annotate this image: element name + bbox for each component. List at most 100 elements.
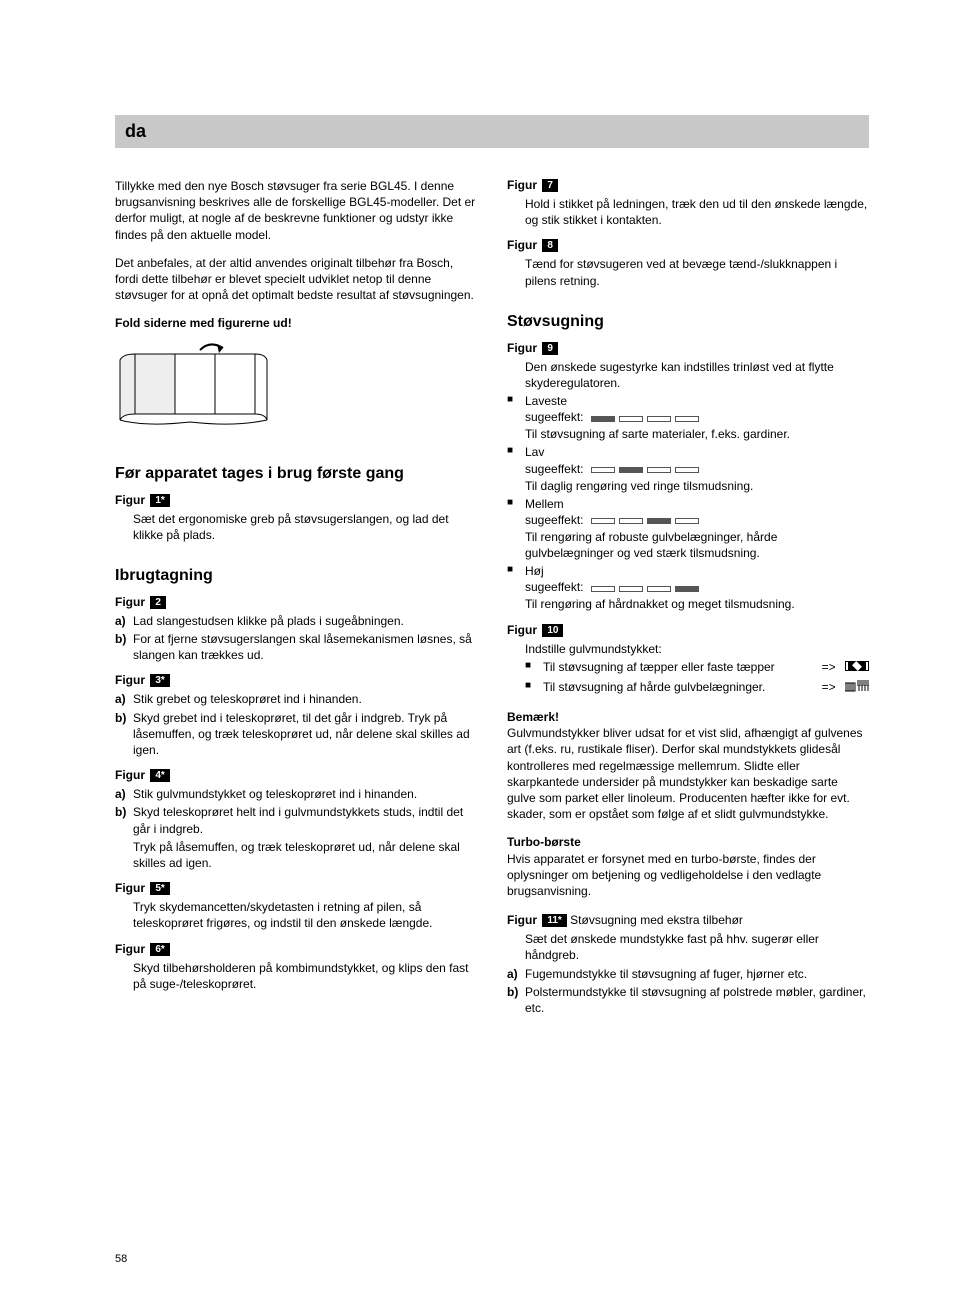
level-desc: Til støvsugning af sarte materialer, f.e… [525, 427, 790, 441]
floor-opt2-text: Til støvsugning af hårde gulvbelægninger… [543, 679, 804, 695]
fig11-b-text: Polstermundstykke til støvsugning af pol… [525, 984, 869, 1016]
label-b: b) [115, 710, 133, 759]
fig10-intro: Indstille gulvmundstykket: [507, 641, 869, 657]
figure-1-text: Sæt det ergonomiske greb på støvsugersla… [115, 511, 477, 543]
floor-opt2-symbol: => [804, 679, 869, 697]
figure-badge-8: 8 [542, 239, 558, 252]
carpet-nozzle-icon [845, 659, 869, 677]
suction-bar-2-icon [591, 461, 703, 477]
figure-6-label: Figur 6* [115, 942, 477, 956]
arrow-symbol: => [822, 660, 836, 674]
figure-9-label: Figur 9 [507, 341, 869, 355]
fig11-inline-text: Støvsugning med ekstra tilbehør [570, 913, 743, 927]
floor-option-hard: Til støvsugning af hårde gulvbelægninger… [525, 679, 869, 697]
fig2-item-b: b) For at fjerne støvsugerslangen skal l… [115, 631, 477, 663]
suge-label: sugeeffekt: [525, 513, 584, 527]
figure-10-label: Figur 10 [507, 623, 869, 637]
heading-first-use: Før apparatet tages i brug første gang [115, 465, 477, 483]
label-a: a) [115, 786, 133, 802]
figure-badge-3: 3* [150, 674, 169, 687]
fig2-b-text: For at fjerne støvsugerslangen skal låse… [133, 631, 477, 663]
fig3-item-b: b) Skyd grebet ind i teleskoprøret, til … [115, 710, 477, 759]
label-b: b) [115, 631, 133, 663]
figur-word: Figur [507, 341, 537, 355]
fig4-item-b: b) Skyd teleskoprøret helt ind i gulvmun… [115, 804, 477, 836]
right-column: Figur 7 Hold i stikket på ledningen, træ… [507, 178, 869, 1018]
figure-badge-1: 1* [150, 494, 169, 507]
turbo-brush-block: Turbo-børste Hvis apparatet er forsynet … [507, 834, 869, 899]
level-name: Høj [525, 564, 544, 578]
suction-level-high: Høj sugeeffekt: Til rengøring af hårdnak… [507, 563, 869, 612]
page-number: 58 [115, 1253, 127, 1265]
fig11-item-a: a) Fugemundstykke til støvsugning af fug… [507, 966, 869, 982]
intro-paragraph-1: Tillykke med den nye Bosch støvsuger fra… [115, 178, 477, 243]
figure-badge-5: 5* [150, 882, 169, 895]
fig8-text: Tænd for støvsugeren ved at bevæge tænd-… [507, 256, 869, 288]
intro-paragraph-2: Det anbefales, at der altid anvendes ori… [115, 255, 477, 304]
fig2-item-a: a) Lad slangestudsen klikke på plads i s… [115, 613, 477, 629]
figure-4-label: Figur 4* [115, 768, 477, 782]
figure-5-label: Figur 5* [115, 881, 477, 895]
suction-bar-3-icon [591, 513, 703, 529]
figure-2-label: Figur 2 [115, 595, 477, 609]
manual-page: da Tillykke med den nye Bosch støvsuger … [0, 0, 954, 1305]
level-desc: Til daglig rengøring ved ringe tilsmudsn… [525, 479, 753, 493]
figur-word: Figur [115, 595, 145, 609]
suction-level-list: Laveste sugeeffekt: Til støvsugning af s… [507, 393, 869, 612]
fig11-a-text: Fugemundstykke til støvsugning af fuger,… [525, 966, 869, 982]
fig3-a-text: Stik grebet og teleskoprøret ind i hinan… [133, 691, 477, 707]
figur-word: Figur [507, 238, 537, 252]
label-a: a) [507, 966, 525, 982]
content-columns: Tillykke med den nye Bosch støvsuger fra… [115, 178, 869, 1018]
figure-11-label: Figur 11* Støvsugning med ekstra tilbehø… [507, 913, 869, 927]
unfold-book-diagram [115, 342, 477, 435]
level-name: Laveste [525, 394, 567, 408]
figur-word: Figur [507, 623, 537, 637]
fig5-text: Tryk skydemancetten/skydetasten i retnin… [115, 899, 477, 931]
left-column: Tillykke med den nye Bosch støvsuger fra… [115, 178, 477, 1018]
figure-badge-11: 11* [542, 914, 566, 927]
fig3-item-a: a) Stik grebet og teleskoprøret ind i hi… [115, 691, 477, 707]
label-a: a) [115, 691, 133, 707]
floor-opt1-text: Til støvsugning af tæpper eller faste tæ… [543, 659, 804, 675]
language-header: da [115, 115, 869, 148]
fig11-item-b: b) Polstermundstykke til støvsugning af … [507, 984, 869, 1016]
heading-vacuuming: Støvsugning [507, 313, 869, 331]
fig4-item-a: a) Stik gulvmundstykket og teleskoprøret… [115, 786, 477, 802]
turbo-text: Hvis apparatet er forsynet med en turbo-… [507, 851, 869, 900]
fig11-text: Sæt det ønskede mundstykke fast på hhv. … [507, 931, 869, 963]
figur-word: Figur [115, 768, 145, 782]
suction-bar-1-icon [591, 410, 703, 426]
label-a: a) [115, 613, 133, 629]
label-b: b) [507, 984, 525, 1016]
figure-3-label: Figur 3* [115, 673, 477, 687]
fig3-b-text: Skyd grebet ind i teleskoprøret, til det… [133, 710, 477, 759]
fig7-text: Hold i stikket på ledningen, træk den ud… [507, 196, 869, 228]
figure-badge-10: 10 [542, 624, 563, 637]
level-desc: Til rengøring af robuste gulvbelægninger… [525, 530, 777, 560]
note-title: Bemærk! [507, 709, 869, 725]
fig6-text: Skyd tilbehørsholderen på kombimundstykk… [115, 960, 477, 992]
figure-1-label: Figur 1* [115, 493, 477, 507]
figure-badge-2: 2 [150, 596, 166, 609]
figur-word: Figur [115, 673, 145, 687]
fig2-a-text: Lad slangestudsen klikke på plads i suge… [133, 613, 477, 629]
floor-option-carpet: Til støvsugning af tæpper eller faste tæ… [525, 659, 869, 677]
fig4-b2-text: Tryk på låsemuffen, og træk teleskoprøre… [115, 839, 477, 871]
note-text: Gulvmundstykker bliver udsat for et vist… [507, 725, 869, 822]
level-desc: Til rengøring af hårdnakket og meget til… [525, 597, 795, 611]
figure-badge-7: 7 [542, 179, 558, 192]
suge-label: sugeeffekt: [525, 410, 584, 424]
figur-word: Figur [115, 881, 145, 895]
suge-label: sugeeffekt: [525, 462, 584, 476]
floor-opt1-symbol: => [804, 659, 869, 677]
suction-level-medium: Mellem sugeeffekt: Til rengøring af robu… [507, 496, 869, 561]
figur-word: Figur [507, 178, 537, 192]
suction-bar-4-icon [591, 580, 703, 596]
suge-label: sugeeffekt: [525, 580, 584, 594]
figure-8-label: Figur 8 [507, 238, 869, 252]
suction-level-lowest: Laveste sugeeffekt: Til støvsugning af s… [507, 393, 869, 442]
turbo-title: Turbo-børste [507, 834, 869, 850]
fold-out-note: Fold siderne med figurerne ud! [115, 315, 477, 331]
figur-word: Figur [115, 942, 145, 956]
